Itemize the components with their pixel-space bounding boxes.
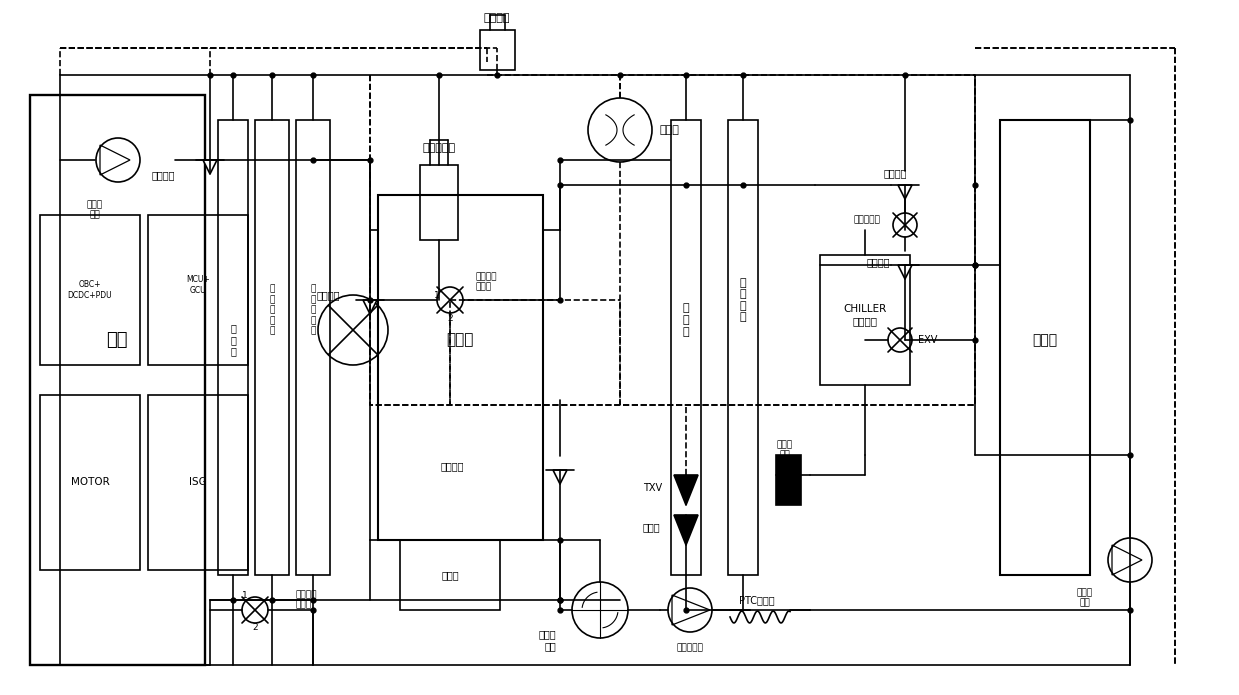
Polygon shape [363,300,377,314]
Text: 电子两通阀: 电子两通阀 [854,215,880,224]
Bar [672,120,701,575]
Text: MCU+
GCU: MCU+ GCU [186,275,209,295]
Text: 水温传
感器: 水温传 感器 [777,441,793,459]
Bar [400,540,501,610]
Text: OBC+
DCDC+PDU: OBC+ DCDC+PDU [68,280,113,300]
Bar [776,455,800,505]
Bar [40,215,140,365]
Text: CHILLER
热交换器: CHILLER 热交换器 [844,304,887,326]
Bar [1000,120,1090,575]
Text: ISG: ISG [190,477,207,487]
Text: 发动机: 发动机 [446,332,473,348]
Text: EXV: EXV [918,335,938,345]
Text: 暖
风
芯
体: 暖 风 芯 体 [740,277,746,322]
Text: 第二电子
三通阀: 第二电子 三通阀 [475,272,497,292]
Text: 调温器: 调温器 [441,570,458,580]
Text: 集成水壶: 集成水壶 [483,13,510,23]
Text: 第二三通: 第二三通 [866,257,890,267]
Text: TXV: TXV [643,483,662,493]
Text: 集成膨胀箱: 集成膨胀箱 [422,143,456,153]
Bar [820,255,909,385]
Text: 蒸
发
器: 蒸 发 器 [683,304,689,336]
Text: 高
温
散
热
器: 高 温 散 热 器 [310,285,316,335]
Polygon shape [674,515,698,545]
Text: 电子水泵二: 电子水泵二 [676,644,704,653]
Polygon shape [553,470,567,484]
Polygon shape [203,160,217,174]
Text: 电磁阀: 电磁阀 [642,522,660,532]
Bar [40,395,140,570]
Polygon shape [898,185,912,199]
Text: MOTOR: MOTOR [71,477,109,487]
Text: 2: 2 [253,623,258,632]
Bar [147,395,248,570]
Text: PTC加热器: PTC加热器 [740,595,774,605]
Bar [218,120,248,575]
Bar [255,120,289,575]
Text: 冷
凝
器: 冷 凝 器 [230,323,235,357]
Text: 第一三通: 第一三通 [151,170,175,180]
Text: 第五三道: 第五三道 [440,461,463,471]
Bar [729,120,758,575]
Bar [296,120,330,575]
Text: 电子水
泵一: 电子水 泵一 [87,200,103,220]
Bar [30,95,204,665]
Bar [479,30,515,70]
Text: 电机: 电机 [107,331,128,349]
Bar [378,195,543,540]
Text: 1: 1 [434,291,440,300]
Polygon shape [898,265,912,279]
Text: 低
温
散
热
器: 低 温 散 热 器 [269,285,275,335]
Polygon shape [674,475,698,505]
Text: 第三三通: 第三三通 [883,168,907,178]
Text: 四通换
向阀: 四通换 向阀 [539,629,556,651]
Text: 2: 2 [447,313,452,322]
Text: 第四三通: 第四三通 [316,290,339,300]
Text: 1: 1 [242,591,248,600]
Text: 第一电子
三通阀: 第一电子 三通阀 [295,590,316,610]
Bar [147,215,248,365]
Text: 电池包: 电池包 [1032,333,1058,347]
Text: 电子水
泵三: 电子水 泵三 [1077,588,1093,607]
Text: 压缩机: 压缩机 [660,125,680,135]
Bar [420,165,458,240]
